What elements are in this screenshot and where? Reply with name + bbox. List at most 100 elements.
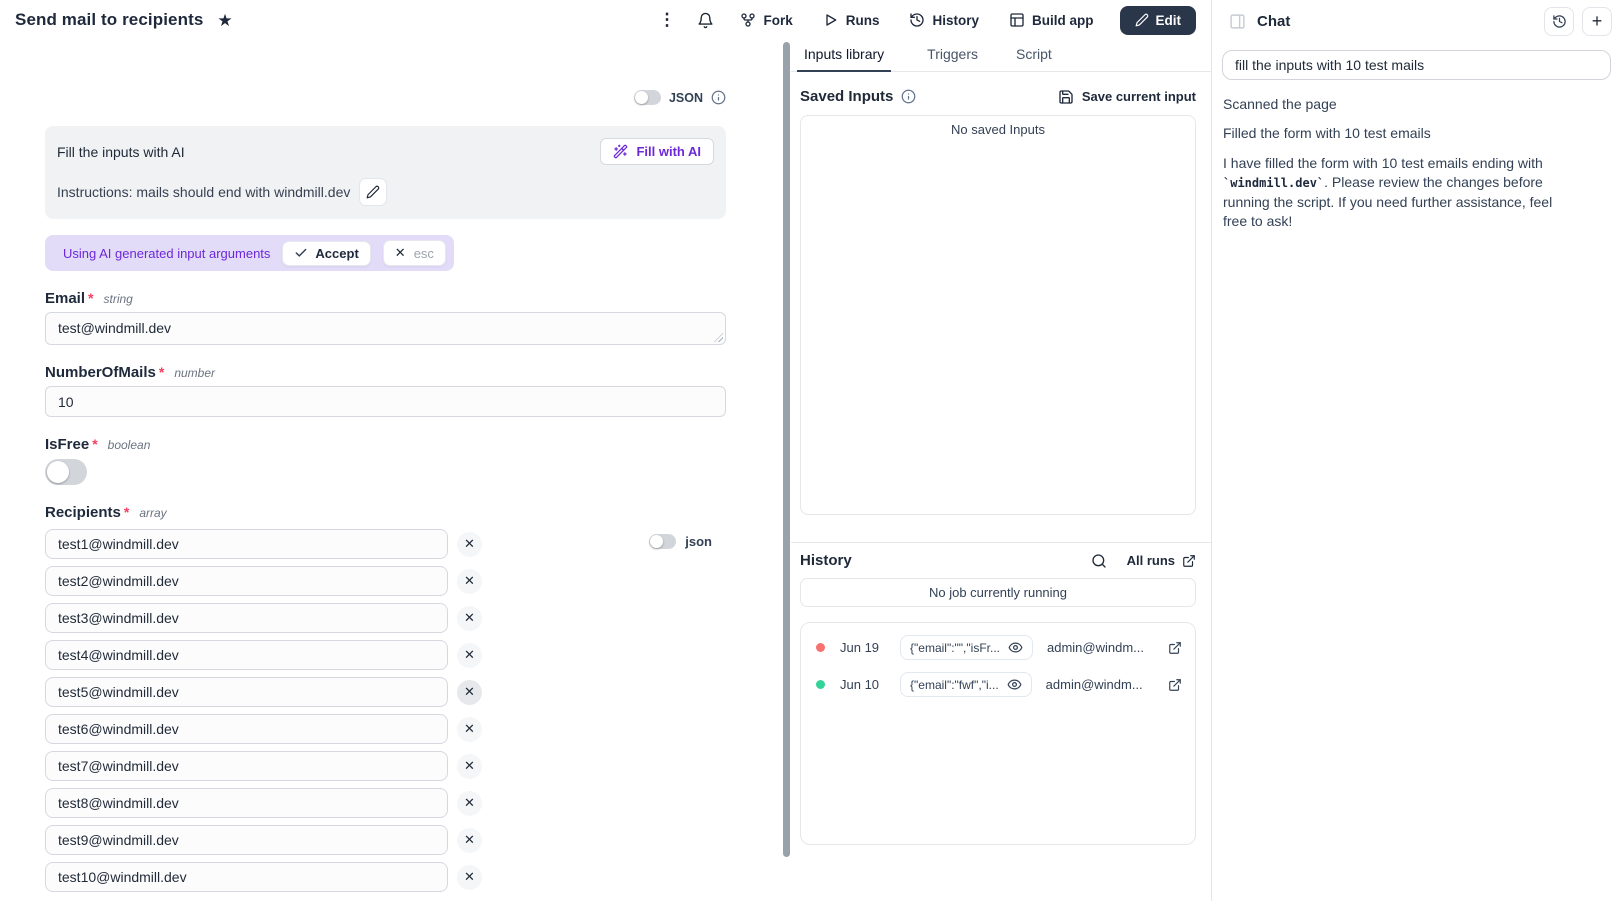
history-run-row[interactable]: Jun 10 {"email":"fwf","i... admin@windm.… — [812, 666, 1184, 703]
recipient-input[interactable] — [45, 603, 448, 633]
chat-user-message[interactable] — [1222, 50, 1611, 80]
close-icon: ✕ — [464, 832, 475, 847]
recipient-input[interactable] — [45, 788, 448, 818]
run-date: Jun 10 — [840, 677, 880, 692]
recipient-input[interactable] — [45, 825, 448, 855]
info-icon[interactable] — [711, 90, 726, 105]
required-marker: * — [92, 436, 98, 452]
recipient-input[interactable] — [45, 714, 448, 744]
dismiss-ai-args-button[interactable]: ✕ esc — [382, 240, 446, 266]
history-button[interactable]: History — [899, 6, 989, 34]
chat-history-button[interactable] — [1544, 6, 1574, 36]
run-args-pill[interactable]: {"email":"","isFr... — [900, 635, 1033, 660]
fork-button[interactable]: Fork — [730, 6, 802, 34]
number-of-mails-input[interactable] — [45, 386, 726, 417]
recipient-input[interactable] — [45, 566, 448, 596]
close-icon: ✕ — [464, 536, 475, 551]
recipient-input[interactable] — [45, 862, 448, 892]
edit-button[interactable]: Edit — [1119, 5, 1196, 35]
inline-code: `windmill.dev` — [1223, 176, 1325, 190]
runs-button[interactable]: Runs — [813, 6, 890, 34]
number-of-mails-label: NumberOfMails — [45, 364, 156, 381]
all-runs-link[interactable]: All runs — [1127, 553, 1196, 568]
recipient-row: ✕ — [45, 603, 726, 633]
close-icon: ✕ — [464, 647, 475, 662]
close-icon: ✕ — [464, 573, 475, 588]
fill-with-ai-box: Fill the inputs with AI Fill with AI Ins… — [45, 126, 726, 219]
history-clock-icon — [909, 12, 925, 28]
accept-ai-args-button[interactable]: Accept — [282, 240, 371, 266]
remove-recipient-button[interactable]: ✕ — [457, 864, 482, 890]
edit-instructions-button[interactable] — [359, 178, 388, 206]
eye-icon[interactable] — [1008, 640, 1023, 655]
chat-title: Chat — [1257, 12, 1291, 30]
collapse-panel-icon[interactable] — [1229, 13, 1246, 30]
remove-recipient-button[interactable]: ✕ — [457, 531, 482, 557]
number-of-mails-type: number — [174, 366, 215, 380]
chat-panel: Chat + Scanned the page Filled the form … — [1211, 0, 1624, 901]
ai-generated-args-banner: Using AI generated input arguments Accep… — [45, 235, 454, 271]
favorite-star-icon[interactable]: ★ — [217, 10, 233, 30]
more-options-button[interactable]: ⋮ — [652, 6, 681, 34]
build-app-button[interactable]: Build app — [999, 6, 1104, 34]
chat-assistant-reply: I have filled the form with 10 test emai… — [1223, 155, 1553, 229]
remove-recipient-button[interactable]: ✕ — [457, 790, 482, 816]
remove-recipient-button[interactable]: ✕ — [457, 605, 482, 631]
history-clock-icon — [1552, 14, 1567, 29]
run-args-pill[interactable]: {"email":"fwf","i... — [900, 672, 1032, 697]
remove-recipient-button[interactable]: ✕ — [457, 679, 482, 705]
fill-with-ai-button[interactable]: Fill with AI — [600, 138, 714, 165]
is-free-toggle[interactable] — [45, 459, 87, 485]
recipient-row: ✕ — [45, 862, 726, 892]
recipient-input[interactable] — [45, 677, 448, 707]
remove-recipient-button[interactable]: ✕ — [457, 568, 482, 594]
run-user: admin@windm... — [1046, 640, 1144, 655]
external-link-icon — [1182, 554, 1196, 568]
recipients-label: Recipients — [45, 504, 121, 521]
remove-recipient-button[interactable]: ✕ — [457, 753, 482, 779]
pencil-icon — [366, 185, 380, 199]
is-free-field-block: IsFree * boolean — [45, 436, 726, 485]
run-args-preview: {"email":"","isFr... — [910, 640, 1000, 655]
recipient-row: ✕ — [45, 788, 726, 818]
remove-recipient-button[interactable]: ✕ — [457, 642, 482, 668]
search-history-button[interactable] — [1091, 553, 1107, 569]
close-icon: ✕ — [464, 684, 475, 699]
email-field-block: Email * string test@windmill.dev — [45, 290, 726, 345]
history-list: Jun 19 {"email":"","isFr... admin@windm.… — [800, 622, 1196, 845]
required-marker: * — [158, 364, 165, 380]
no-job-running-box: No job currently running — [800, 578, 1196, 607]
saved-inputs-empty-box: No saved Inputs — [800, 115, 1196, 515]
remove-recipient-button[interactable]: ✕ — [457, 827, 482, 853]
chat-status-message: Filled the form with 10 test emails — [1223, 125, 1431, 141]
tab-script[interactable]: Script — [1015, 46, 1052, 62]
recipients-json-toggle[interactable] — [649, 534, 677, 549]
recipient-input[interactable] — [45, 529, 448, 559]
pane-resize-handle[interactable] — [783, 42, 790, 857]
history-run-row[interactable]: Jun 19 {"email":"","isFr... admin@windm.… — [812, 629, 1184, 666]
email-input[interactable]: test@windmill.dev — [45, 312, 726, 345]
table-layout-icon — [1009, 12, 1025, 28]
close-icon: ✕ — [464, 721, 475, 736]
close-icon: ✕ — [464, 869, 475, 884]
open-run-button[interactable] — [1166, 639, 1184, 657]
tab-inputs-library[interactable]: Inputs library — [797, 46, 892, 72]
required-marker: * — [88, 290, 94, 306]
open-run-button[interactable] — [1166, 676, 1184, 694]
recipient-input[interactable] — [45, 640, 448, 670]
save-current-input-button[interactable]: Save current input — [1058, 89, 1196, 105]
eye-icon[interactable] — [1007, 677, 1022, 692]
required-marker: * — [123, 504, 130, 520]
inputs-panel: Inputs library Triggers Script Saved Inp… — [791, 40, 1211, 901]
tab-triggers[interactable]: Triggers — [927, 46, 978, 62]
recipient-input[interactable] — [45, 751, 448, 781]
run-args-preview: {"email":"fwf","i... — [910, 677, 999, 692]
notifications-button[interactable] — [691, 8, 720, 33]
remove-recipient-button[interactable]: ✕ — [457, 716, 482, 742]
json-view-toggle[interactable] — [633, 90, 661, 105]
panel-tabs: Inputs library Triggers Script — [791, 40, 1211, 72]
info-icon[interactable] — [901, 89, 916, 104]
new-chat-button[interactable]: + — [1582, 6, 1612, 36]
saved-inputs-title: Saved Inputs — [800, 88, 894, 105]
run-status-success-dot — [816, 680, 825, 689]
